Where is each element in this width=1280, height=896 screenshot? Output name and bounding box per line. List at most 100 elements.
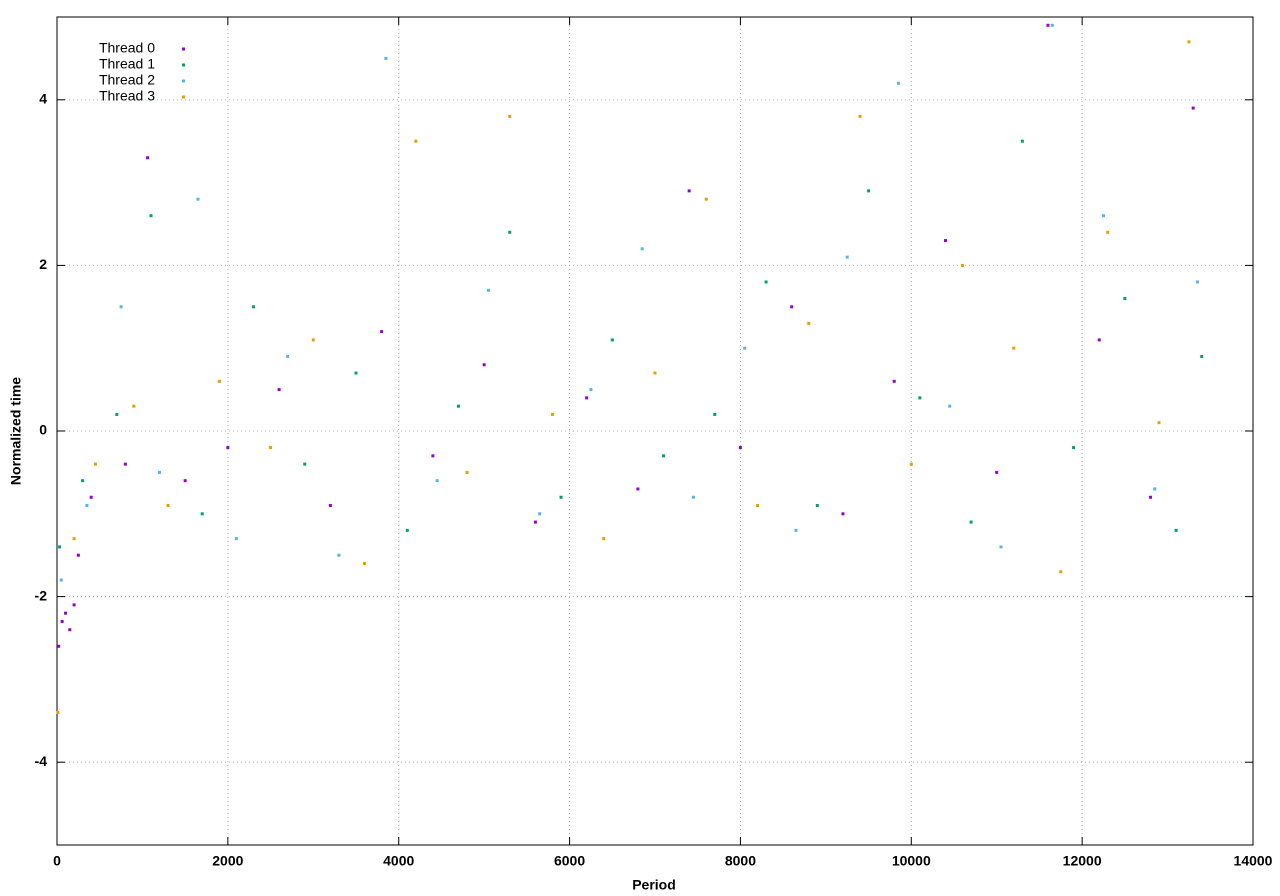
point xyxy=(1157,421,1161,425)
point xyxy=(286,354,290,358)
x-tick-label: 14000 xyxy=(1234,853,1273,869)
x-tick-label: 6000 xyxy=(554,853,585,869)
point xyxy=(845,255,849,259)
point xyxy=(59,578,63,582)
point xyxy=(794,528,798,532)
point xyxy=(508,114,512,118)
point xyxy=(704,197,708,201)
point xyxy=(756,504,760,508)
point xyxy=(691,495,695,499)
point xyxy=(815,504,819,508)
point xyxy=(380,330,384,334)
point xyxy=(1012,346,1016,350)
point xyxy=(995,470,999,474)
point xyxy=(867,189,871,193)
point xyxy=(132,404,136,408)
point xyxy=(431,454,435,458)
point xyxy=(166,504,170,508)
point xyxy=(435,479,439,483)
point xyxy=(559,495,563,499)
point xyxy=(384,56,388,60)
y-tick-label: 4 xyxy=(39,91,47,107)
point xyxy=(57,644,61,648)
x-tick-label: 0 xyxy=(53,853,61,869)
point xyxy=(602,537,606,541)
y-tick-label: 0 xyxy=(39,422,47,438)
y-tick-label: -2 xyxy=(35,587,48,603)
point xyxy=(738,446,742,450)
y-axis-label: Normalized time xyxy=(8,377,24,485)
x-axis-label: Period xyxy=(632,877,676,893)
point xyxy=(1195,280,1199,284)
point xyxy=(354,371,358,375)
point xyxy=(119,305,123,309)
point xyxy=(807,321,811,325)
point xyxy=(64,611,68,615)
point xyxy=(969,520,973,524)
y-tick-label: -4 xyxy=(35,753,48,769)
point xyxy=(909,462,913,466)
point xyxy=(337,553,341,557)
point xyxy=(999,545,1003,549)
point xyxy=(743,346,747,350)
point xyxy=(93,462,97,466)
point xyxy=(311,338,315,342)
point xyxy=(482,363,486,367)
legend-label: Thread 2 xyxy=(99,72,155,88)
point xyxy=(1020,139,1024,143)
point xyxy=(146,156,150,160)
point xyxy=(640,247,644,251)
point xyxy=(226,446,230,450)
point xyxy=(538,512,542,516)
point xyxy=(1200,354,1204,358)
point xyxy=(123,462,127,466)
point xyxy=(1174,528,1178,532)
point xyxy=(948,404,952,408)
x-tick-label: 2000 xyxy=(212,853,243,869)
point xyxy=(234,537,238,541)
point xyxy=(653,371,657,375)
point xyxy=(414,139,418,143)
point xyxy=(1046,23,1050,27)
point xyxy=(1106,230,1110,234)
legend-label: Thread 3 xyxy=(99,88,155,104)
point xyxy=(1050,23,1054,27)
point xyxy=(1148,495,1152,499)
x-tick-label: 4000 xyxy=(383,853,414,869)
point xyxy=(687,189,691,193)
point xyxy=(858,114,862,118)
point xyxy=(81,479,85,483)
legend-marker xyxy=(182,47,185,51)
point xyxy=(585,396,589,400)
x-tick-label: 12000 xyxy=(1063,853,1102,869)
point xyxy=(550,412,554,416)
point xyxy=(533,520,537,524)
point xyxy=(85,504,89,508)
y-tick-label: 2 xyxy=(39,256,47,272)
plot-frame xyxy=(56,16,1254,846)
x-tick-label: 10000 xyxy=(892,853,931,869)
point xyxy=(115,412,119,416)
point xyxy=(790,305,794,309)
point xyxy=(149,214,153,218)
point xyxy=(56,711,60,715)
point xyxy=(196,197,200,201)
point xyxy=(961,263,965,267)
point xyxy=(58,545,62,549)
point xyxy=(72,603,76,607)
point xyxy=(892,379,896,383)
point xyxy=(764,280,768,284)
point xyxy=(158,470,162,474)
point xyxy=(1123,297,1127,301)
point xyxy=(713,412,717,416)
point xyxy=(662,454,666,458)
point xyxy=(405,528,409,532)
point xyxy=(610,338,614,342)
point xyxy=(363,561,367,565)
point xyxy=(1072,446,1076,450)
point xyxy=(896,81,900,85)
point xyxy=(60,619,64,623)
point xyxy=(508,230,512,234)
point xyxy=(486,288,490,292)
point xyxy=(76,553,80,557)
